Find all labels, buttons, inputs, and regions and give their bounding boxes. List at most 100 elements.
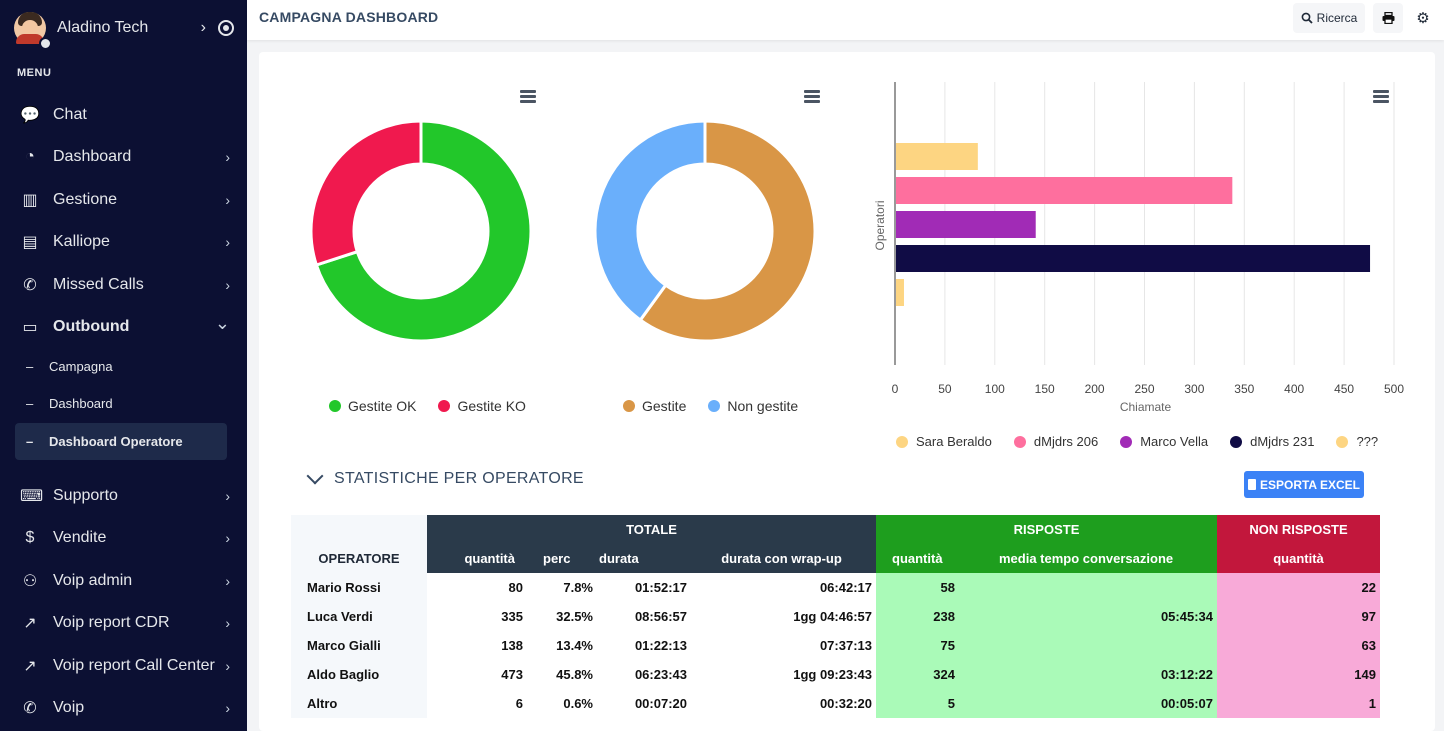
- bar-dmjdrs-231[interactable]: [896, 245, 1371, 272]
- line-chart-icon: ↗: [23, 615, 37, 632]
- section-toggle[interactable]: STATISTICHE PER OPERATORE: [306, 467, 584, 488]
- legend-label: ???: [1356, 434, 1379, 449]
- cell-media: 03:12:22: [959, 660, 1217, 689]
- sidebar-item-supporto[interactable]: ⌨ Supporto ›: [20, 481, 230, 511]
- dash-icon: –: [26, 358, 34, 374]
- sidebar-item-label: Outbound: [53, 318, 130, 335]
- chevron-right-icon[interactable]: ›: [200, 19, 206, 36]
- sidebar-item-dashboard[interactable]: ◔ Dashboard ›: [20, 142, 230, 172]
- col-durata: durata: [597, 544, 691, 573]
- subnav-item-dashboard-operatore[interactable]: – Dashboard Operatore: [15, 423, 227, 460]
- file-icon: [1247, 479, 1256, 490]
- chart-menu-icon[interactable]: [1373, 90, 1389, 103]
- subnav-item-label: Campagna: [49, 358, 113, 374]
- chart-menu-icon[interactable]: [520, 90, 536, 103]
- cell-non-quantita: 97: [1217, 602, 1380, 631]
- sidebar-item-vendite[interactable]: $ Vendite ›: [20, 523, 230, 553]
- cell-quantita: 335: [427, 602, 527, 631]
- export-excel-button[interactable]: ESPORTA EXCEL: [1244, 471, 1364, 498]
- legend-item[interactable]: Gestite KO: [438, 398, 526, 414]
- cell-perc: 7.8%: [527, 573, 597, 602]
- export-label: ESPORTA EXCEL: [1259, 477, 1360, 492]
- legend-item[interactable]: Marco Vella: [1120, 434, 1208, 449]
- sidebar-item-missed-calls[interactable]: ✆ Missed Calls ›: [20, 270, 230, 300]
- search-label: Ricerca: [1316, 11, 1358, 25]
- cell-durata-wrap: 1gg 09:23:43: [691, 660, 876, 689]
- print-button[interactable]: [1373, 3, 1403, 33]
- sidebar-item-chat[interactable]: 💬 Chat: [20, 100, 230, 130]
- phone-slash-icon: ✆: [23, 277, 37, 294]
- cell-durata: 06:23:43: [597, 660, 691, 689]
- page-title: CAMPAGNA DASHBOARD: [259, 9, 439, 25]
- donut-slice-gestite[interactable]: [638, 120, 816, 342]
- donut-chart-gestite-ok-ko: [310, 120, 532, 342]
- legend-item[interactable]: dMjdrs 231: [1230, 434, 1314, 449]
- chevron-right-icon: ›: [225, 700, 230, 716]
- cell-durata: 00:07:20: [597, 689, 691, 718]
- x-tick-label: 350: [1234, 382, 1254, 396]
- chart-menu-icon[interactable]: [804, 90, 820, 103]
- status-indicator: [39, 37, 52, 50]
- legend-label: Gestite OK: [348, 398, 417, 414]
- cell-durata-wrap: 07:37:13: [691, 631, 876, 660]
- sidebar-item-label: Vendite: [53, 529, 107, 546]
- legend-label: Non gestite: [727, 398, 799, 414]
- bar-marco-vella[interactable]: [896, 211, 1036, 238]
- cell-operatore: Aldo Baglio: [291, 660, 427, 689]
- settings-button[interactable]: ⚙: [1409, 3, 1437, 33]
- chevron-right-icon: ›: [225, 234, 230, 250]
- line-chart-icon: ↗: [23, 658, 37, 675]
- user-name: Aladino Tech: [57, 19, 149, 36]
- legend-dot-icon: [623, 400, 635, 412]
- dash-icon: –: [26, 395, 34, 411]
- x-tick-label: 250: [1134, 382, 1154, 396]
- x-tick-label: 50: [938, 382, 952, 396]
- donut-slice-gestite-ko[interactable]: [310, 120, 423, 267]
- cell-media: [959, 631, 1217, 660]
- subnav-item-campagna[interactable]: – Campagna: [26, 352, 226, 380]
- sidebar-item-voip-report-cdr[interactable]: ↗ Voip report CDR ›: [20, 608, 230, 638]
- sidebar-item-outbound[interactable]: ▭ Outbound ⌄: [20, 312, 230, 342]
- sidebar-item-voip-admin[interactable]: ⚇ Voip admin ›: [20, 566, 230, 596]
- cell-durata-wrap: 1gg 04:46:57: [691, 602, 876, 631]
- bar-dmjdrs-206[interactable]: [896, 177, 1233, 204]
- x-tick-label: 300: [1184, 382, 1204, 396]
- x-tick-label: 500: [1384, 382, 1404, 396]
- cell-operatore: Mario Rossi: [291, 573, 427, 602]
- x-tick-label: 100: [985, 382, 1005, 396]
- sidebar-item-gestione[interactable]: ▥ Gestione ›: [20, 185, 230, 215]
- legend-dot-icon: [1120, 435, 1133, 448]
- bar-sara-beraldo[interactable]: [896, 143, 978, 170]
- barcode-icon: ▥: [22, 192, 38, 209]
- legend-label: Gestite KO: [457, 398, 526, 414]
- cell-risp-quantita: 238: [876, 602, 959, 631]
- legend-item[interactable]: Sara Beraldo: [896, 434, 992, 449]
- cell-perc: 32.5%: [527, 602, 597, 631]
- user-cog-icon: ⚇: [22, 573, 38, 590]
- bar--[interactable]: [896, 279, 904, 306]
- donut1-legend: Gestite OK Gestite KO: [329, 398, 548, 414]
- keyboard-icon: ⌨: [20, 488, 44, 505]
- monitor-icon: ▭: [22, 319, 38, 336]
- search-button[interactable]: Ricerca: [1293, 3, 1365, 33]
- legend-dot-icon: [1336, 435, 1349, 448]
- sidebar-item-voip-report-call-center[interactable]: ↗ Voip report Call Center ›: [20, 651, 230, 681]
- sidebar-item-voip[interactable]: ✆ Voip ›: [20, 693, 230, 723]
- legend-label: dMjdrs 231: [1250, 434, 1315, 449]
- subnav-item-dashboard[interactable]: – Dashboard: [26, 389, 226, 417]
- target-icon[interactable]: [218, 20, 234, 36]
- sidebar-item-kalliope[interactable]: ▤ Kalliope ›: [20, 227, 230, 257]
- cell-non-quantita: 149: [1217, 660, 1380, 689]
- legend-item[interactable]: Non gestite: [708, 398, 798, 414]
- user-profile[interactable]: Aladino Tech ›: [14, 10, 234, 50]
- chevron-right-icon: ›: [225, 530, 230, 546]
- legend-item[interactable]: Gestite: [623, 398, 686, 414]
- legend-item[interactable]: Gestite OK: [329, 398, 416, 414]
- legend-item[interactable]: dMjdrs 206: [1013, 434, 1098, 449]
- donut-slice-gestite-ok[interactable]: [314, 120, 532, 342]
- legend-item[interactable]: ???: [1336, 434, 1378, 449]
- col-durata-wrap: durata con wrap-up: [691, 544, 876, 573]
- group-risposte: RISPOSTE: [876, 515, 1217, 544]
- cell-quantita: 473: [427, 660, 527, 689]
- donut-slice-non-gestite[interactable]: [594, 120, 707, 323]
